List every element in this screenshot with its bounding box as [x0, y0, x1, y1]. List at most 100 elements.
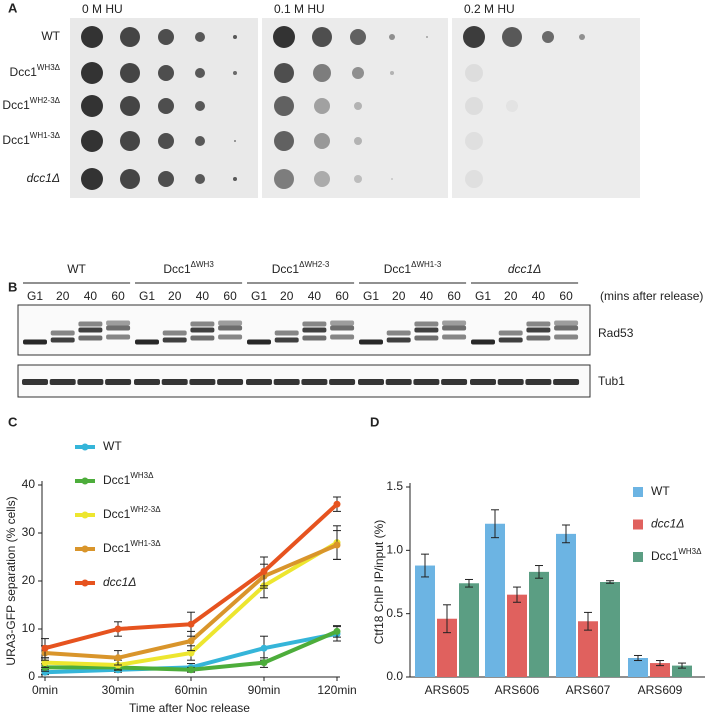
- spot: [158, 65, 174, 81]
- band: [162, 337, 187, 343]
- y-tick-label: 0.0: [386, 669, 403, 683]
- band: [274, 337, 299, 343]
- spot: [195, 101, 205, 111]
- band: [190, 321, 215, 327]
- spot: [352, 67, 364, 79]
- band: [554, 334, 579, 340]
- y-tick-label: 30: [22, 525, 36, 539]
- band: [105, 379, 132, 385]
- blot-strain-sup: ΔWH1-3: [411, 260, 442, 269]
- band: [302, 335, 327, 341]
- band: [526, 335, 551, 341]
- spot: [195, 174, 205, 184]
- timepoint: 20: [168, 289, 182, 303]
- bar: [672, 665, 692, 677]
- x-tick-label: 30min: [102, 683, 135, 697]
- spot: [274, 63, 294, 83]
- spot: [274, 169, 294, 189]
- spot: [81, 168, 103, 190]
- timepoint: G1: [251, 289, 267, 303]
- blot-strain: Dcc1ΔWH1-3: [384, 260, 442, 276]
- timepoint: 20: [504, 289, 518, 303]
- band: [218, 325, 243, 331]
- point: [41, 659, 49, 667]
- legend-label: Dcc1WH3Δ: [103, 471, 154, 487]
- band: [359, 339, 383, 345]
- spot: [158, 29, 174, 45]
- point: [187, 649, 195, 657]
- x-tick-label: 0min: [32, 683, 58, 697]
- strain-label: Dcc1WH3Δ: [10, 63, 61, 79]
- point: [333, 500, 341, 508]
- strain-label-text: dcc1Δ: [27, 171, 60, 185]
- spot: [465, 132, 483, 150]
- band: [414, 321, 439, 327]
- timepoint: 40: [420, 289, 434, 303]
- band: [23, 339, 47, 345]
- y-axis-label: URA3-GFP separation (% cells): [4, 496, 18, 665]
- legend-label: Dcc1WH2-3Δ: [103, 505, 161, 521]
- strain-label: Dcc1WH1-3Δ: [2, 131, 60, 147]
- point: [41, 668, 49, 676]
- spot: [120, 169, 140, 189]
- bar: [437, 618, 457, 677]
- band: [442, 334, 467, 340]
- band: [301, 379, 328, 385]
- bar: [415, 565, 435, 677]
- strain-label-text: WT: [41, 29, 60, 43]
- band: [413, 379, 440, 385]
- timepoint: 60: [111, 289, 125, 303]
- band: [162, 330, 187, 336]
- band: [330, 334, 355, 340]
- spot: [390, 71, 394, 75]
- legend-label-text: Dcc1: [103, 507, 131, 521]
- timepoint: 20: [392, 289, 406, 303]
- bar: [485, 523, 505, 677]
- timepoint: 20: [280, 289, 294, 303]
- panel-label: A: [8, 0, 18, 15]
- spot: [354, 102, 362, 110]
- band: [442, 320, 467, 326]
- x-tick-label: ARS609: [638, 683, 683, 697]
- spot: [314, 171, 330, 187]
- bar: [628, 658, 648, 677]
- spot: [506, 100, 518, 112]
- point: [333, 627, 341, 635]
- spot: [463, 26, 485, 48]
- x-tick-label: 60min: [175, 683, 208, 697]
- strain-label-sup: WH2-3Δ: [30, 96, 61, 105]
- panel-label: B: [8, 279, 17, 294]
- timepoint: 40: [308, 289, 322, 303]
- timepoint: G1: [363, 289, 379, 303]
- timepoint: 40: [532, 289, 546, 303]
- spot: [312, 27, 332, 47]
- point: [260, 567, 268, 575]
- band: [218, 334, 243, 340]
- x-tick-label: 120min: [317, 683, 356, 697]
- spot: [120, 27, 140, 47]
- spot: [120, 96, 140, 116]
- timepoint: 60: [223, 289, 237, 303]
- band: [161, 379, 188, 385]
- band: [358, 379, 384, 385]
- band: [329, 379, 356, 385]
- legend-label-text: WT: [103, 439, 122, 453]
- band: [106, 334, 131, 340]
- point: [187, 620, 195, 628]
- spot: [158, 133, 174, 149]
- legend-label: dcc1Δ: [651, 517, 684, 531]
- band: [525, 379, 552, 385]
- spot: [354, 175, 362, 183]
- point: [41, 644, 49, 652]
- spot: [274, 131, 294, 151]
- bar: [578, 621, 598, 677]
- legend-label: Dcc1WH1-3Δ: [103, 539, 161, 555]
- y-tick-label: 1.5: [386, 479, 403, 493]
- legend-marker: [81, 443, 89, 451]
- bar: [600, 582, 620, 677]
- spot: [120, 131, 140, 151]
- band: [471, 339, 495, 345]
- band: [330, 325, 355, 331]
- band: [302, 327, 327, 333]
